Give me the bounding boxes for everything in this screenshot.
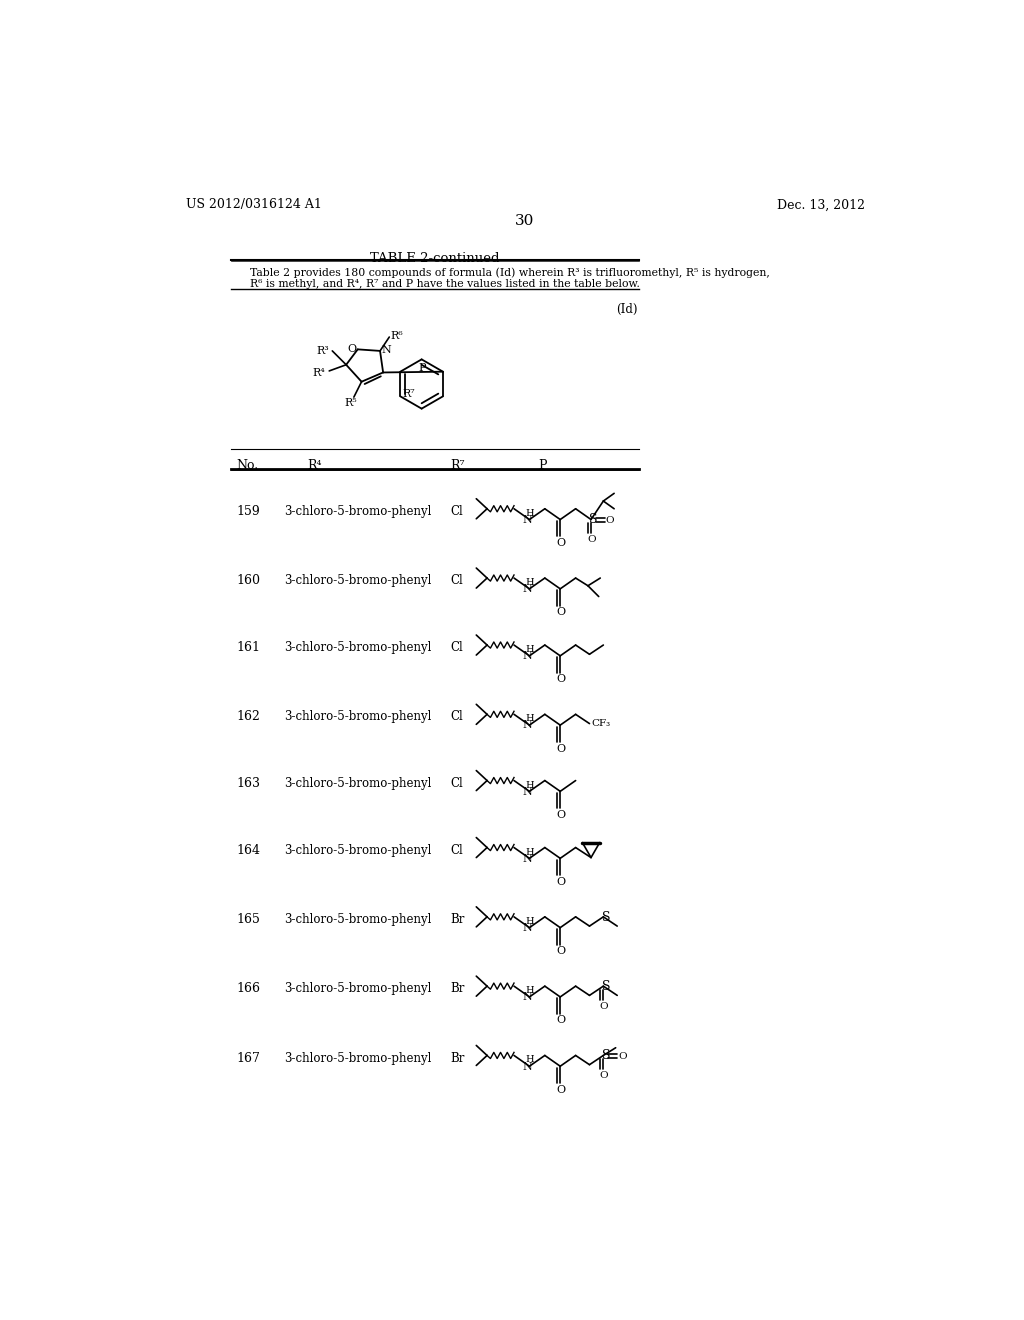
Text: H: H [525, 645, 535, 653]
Text: H: H [525, 917, 535, 925]
Text: 3-chloro-5-bromo-phenyl: 3-chloro-5-bromo-phenyl [285, 642, 432, 655]
Text: N: N [522, 1061, 532, 1072]
Text: 3-chloro-5-bromo-phenyl: 3-chloro-5-bromo-phenyl [285, 506, 432, 517]
Text: N: N [522, 651, 532, 661]
Text: 160: 160 [237, 574, 261, 587]
Text: O: O [347, 345, 356, 354]
Text: N: N [382, 345, 391, 355]
Text: US 2012/0316124 A1: US 2012/0316124 A1 [186, 198, 322, 211]
Text: Table 2 provides 180 compounds of formula (Id) wherein R³ is trifluoromethyl, R⁵: Table 2 provides 180 compounds of formul… [250, 268, 770, 279]
Text: Cl: Cl [451, 710, 463, 723]
Text: S: S [602, 979, 610, 993]
Text: S: S [590, 513, 598, 527]
Text: H: H [525, 578, 535, 587]
Text: (Id): (Id) [615, 304, 637, 317]
Text: H: H [525, 780, 535, 789]
Text: 164: 164 [237, 843, 261, 857]
Text: No.: No. [237, 459, 259, 471]
Text: 3-chloro-5-bromo-phenyl: 3-chloro-5-bromo-phenyl [285, 1052, 432, 1065]
Text: Cl: Cl [451, 776, 463, 789]
Text: 162: 162 [237, 710, 261, 723]
Text: 30: 30 [515, 214, 535, 228]
Text: N: N [522, 854, 532, 863]
Text: 3-chloro-5-bromo-phenyl: 3-chloro-5-bromo-phenyl [285, 982, 432, 995]
Text: O: O [556, 607, 565, 618]
Text: O: O [556, 810, 565, 820]
Text: R³: R³ [316, 346, 330, 356]
Text: H: H [525, 508, 535, 517]
Text: O: O [599, 1071, 608, 1080]
Text: N: N [522, 787, 532, 797]
Text: 166: 166 [237, 982, 261, 995]
Text: P: P [419, 363, 426, 374]
Text: 3-chloro-5-bromo-phenyl: 3-chloro-5-bromo-phenyl [285, 913, 432, 927]
Text: R⁴: R⁴ [307, 459, 323, 471]
Text: 3-chloro-5-bromo-phenyl: 3-chloro-5-bromo-phenyl [285, 776, 432, 789]
Text: Br: Br [451, 982, 465, 995]
Text: Br: Br [451, 1052, 465, 1065]
Text: P: P [539, 459, 547, 471]
Text: Cl: Cl [451, 506, 463, 517]
Text: N: N [522, 585, 532, 594]
Text: R⁷: R⁷ [451, 459, 465, 471]
Text: 165: 165 [237, 913, 261, 927]
Text: R⁴: R⁴ [312, 368, 325, 378]
Text: Br: Br [451, 913, 465, 927]
Text: N: N [522, 993, 532, 1002]
Text: H: H [525, 986, 535, 995]
Text: Dec. 13, 2012: Dec. 13, 2012 [777, 198, 865, 211]
Text: O: O [587, 535, 596, 544]
Text: N: N [522, 923, 532, 933]
Text: O: O [556, 1085, 565, 1094]
Text: CF₃: CF₃ [592, 719, 611, 727]
Text: O: O [556, 1015, 565, 1026]
Text: Cl: Cl [451, 843, 463, 857]
Text: O: O [556, 946, 565, 956]
Text: 3-chloro-5-bromo-phenyl: 3-chloro-5-bromo-phenyl [285, 710, 432, 723]
Text: H: H [525, 847, 535, 857]
Text: R⁶ is methyl, and R⁴, R⁷ and P have the values listed in the table below.: R⁶ is methyl, and R⁴, R⁷ and P have the … [250, 280, 640, 289]
Text: O: O [605, 516, 614, 524]
Text: Cl: Cl [451, 642, 463, 655]
Text: O: O [556, 539, 565, 548]
Text: N: N [522, 721, 532, 730]
Text: O: O [599, 1002, 608, 1011]
Text: R⁶: R⁶ [390, 331, 402, 341]
Text: 163: 163 [237, 776, 261, 789]
Text: 3-chloro-5-bromo-phenyl: 3-chloro-5-bromo-phenyl [285, 574, 432, 587]
Text: R⁷: R⁷ [402, 388, 415, 399]
Text: 3-chloro-5-bromo-phenyl: 3-chloro-5-bromo-phenyl [285, 843, 432, 857]
Text: 161: 161 [237, 642, 261, 655]
Text: TABLE 2-continued: TABLE 2-continued [370, 252, 500, 265]
Text: Cl: Cl [451, 574, 463, 587]
Text: H: H [525, 714, 535, 723]
Text: S: S [602, 911, 610, 924]
Text: H: H [525, 1056, 535, 1064]
Text: O: O [556, 743, 565, 754]
Text: O: O [556, 876, 565, 887]
Text: S: S [602, 1049, 610, 1063]
Text: R⁵: R⁵ [345, 397, 357, 408]
Text: N: N [522, 515, 532, 525]
Text: O: O [617, 1052, 627, 1060]
Text: 167: 167 [237, 1052, 261, 1065]
Text: 159: 159 [237, 506, 260, 517]
Text: O: O [556, 675, 565, 684]
